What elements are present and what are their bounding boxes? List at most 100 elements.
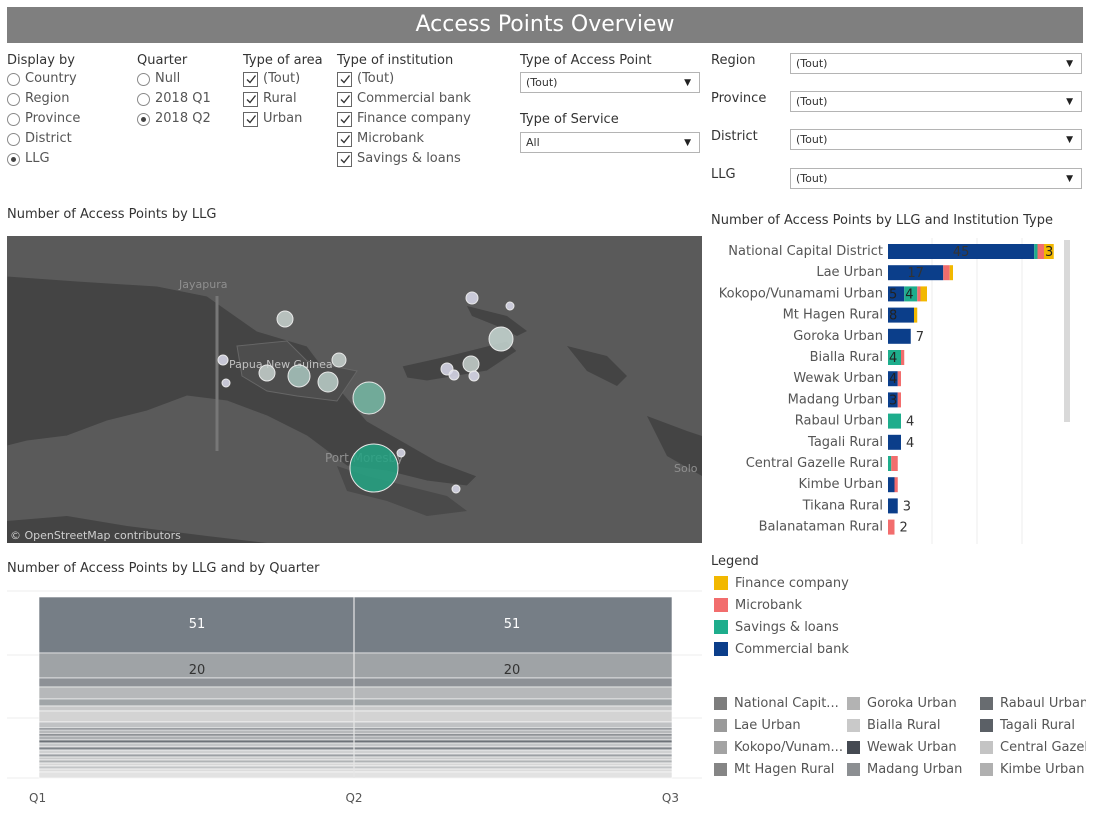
map-bubble[interactable]	[276, 310, 294, 328]
llg-legend-item[interactable]: Rabaul Urban	[980, 692, 1086, 714]
bar-chart-scrollbar[interactable]	[1064, 240, 1070, 422]
type-of-service-dropdown[interactable]: All ▼	[520, 132, 700, 153]
display-by-option-llg[interactable]: LLG	[7, 149, 80, 169]
bar-segment[interactable]	[888, 392, 898, 408]
llg-legend-item[interactable]: Bialla Rural	[847, 714, 980, 736]
area-band[interactable]	[38, 698, 673, 707]
bar-segment[interactable]	[888, 519, 895, 535]
llg-legend-item[interactable]: Mt Hagen Rural	[714, 758, 847, 780]
display-by-option-district[interactable]: District	[7, 129, 80, 149]
institution-option-all[interactable]: (Tout)	[337, 69, 471, 89]
bar-segment[interactable]	[901, 350, 905, 365]
map-bubble[interactable]	[349, 443, 399, 493]
area-option-rural[interactable]: Rural	[243, 89, 323, 109]
display-by-option-province[interactable]: Province	[7, 109, 80, 129]
area-band[interactable]	[38, 652, 673, 679]
area-band[interactable]	[38, 677, 673, 688]
bar-segment[interactable]	[914, 307, 918, 323]
area-band[interactable]	[38, 749, 673, 755]
bar-segment[interactable]	[888, 477, 895, 493]
llg-legend-item[interactable]: Kimbe Urban	[980, 758, 1086, 780]
bar-segment[interactable]	[888, 434, 901, 450]
map-bubble[interactable]	[462, 355, 480, 373]
map-bubble[interactable]	[465, 291, 479, 305]
llg-legend-item[interactable]: National Capit...	[714, 692, 847, 714]
district-dropdown[interactable]: (Tout) ▼	[790, 129, 1082, 150]
quarter-option-null[interactable]: Null	[137, 69, 211, 89]
map-bubble[interactable]	[331, 352, 347, 368]
area-band[interactable]	[38, 742, 673, 748]
bar-segment[interactable]	[888, 456, 892, 471]
bar-segment[interactable]	[897, 392, 901, 408]
bar-segment[interactable]	[917, 286, 921, 302]
area-band[interactable]	[38, 753, 673, 758]
area-option-urban[interactable]: Urban	[243, 109, 323, 129]
region-dropdown[interactable]: (Tout) ▼	[790, 53, 1082, 74]
map-bubble[interactable]	[396, 448, 406, 458]
bar-segment[interactable]	[1044, 244, 1054, 259]
area-band[interactable]	[38, 756, 673, 761]
map-bubble[interactable]	[505, 301, 515, 311]
llg-legend-item[interactable]: Tagali Rural	[980, 714, 1086, 736]
bar-segment[interactable]	[888, 328, 911, 344]
quarter-option-2018-q1[interactable]: 2018 Q1	[137, 89, 211, 109]
llg-legend-item[interactable]: Wewak Urban	[847, 736, 980, 758]
bar-segment[interactable]	[894, 477, 898, 493]
area-band[interactable]	[38, 710, 673, 723]
bar-segment[interactable]	[888, 498, 898, 514]
area-band[interactable]	[38, 686, 673, 700]
bar-segment[interactable]	[888, 286, 905, 302]
area-band[interactable]	[38, 596, 673, 654]
legend-item-microbank[interactable]: Microbank	[714, 594, 849, 616]
llg-legend-item[interactable]: Kokopo/Vunam...	[714, 736, 847, 758]
bar-segment[interactable]	[904, 286, 918, 302]
bar-segment[interactable]	[888, 350, 901, 365]
display-by-option-country[interactable]: Country	[7, 69, 80, 89]
map-bubble[interactable]	[317, 371, 339, 393]
area-band[interactable]	[38, 729, 673, 735]
type-of-access-point-dropdown[interactable]: (Tout) ▼	[520, 72, 700, 93]
legend-item-commercial-bank[interactable]: Commercial bank	[714, 638, 849, 660]
bar-segment[interactable]	[943, 265, 950, 281]
area-band[interactable]	[38, 705, 673, 712]
bar-segment[interactable]	[1037, 244, 1045, 259]
bar-segment[interactable]	[888, 307, 914, 323]
bar-segment[interactable]	[949, 265, 953, 281]
bar-segment[interactable]	[920, 286, 928, 302]
bar-segment[interactable]	[888, 371, 898, 387]
display-by-option-region[interactable]: Region	[7, 89, 80, 109]
quarter-option-2018-q2[interactable]: 2018 Q2	[137, 109, 211, 129]
legend-item-savings-loans[interactable]: Savings & loans	[714, 616, 849, 638]
bar-segment[interactable]	[897, 371, 901, 387]
map-bubble[interactable]	[448, 369, 460, 381]
llg-legend-item[interactable]: Lae Urban	[714, 714, 847, 736]
institution-option-microbank[interactable]: Microbank	[337, 129, 471, 149]
bar-segment[interactable]	[891, 456, 898, 471]
area-band[interactable]	[38, 762, 673, 767]
map-bubble[interactable]	[488, 326, 514, 352]
area-band[interactable]	[38, 739, 673, 744]
map-bubble[interactable]	[287, 364, 311, 388]
llg-legend-item[interactable]: Goroka Urban	[847, 692, 980, 714]
area-option-all[interactable]: (Tout)	[243, 69, 323, 89]
map-bubble[interactable]	[258, 364, 276, 382]
area-band[interactable]	[38, 746, 673, 751]
area-band[interactable]	[38, 771, 673, 779]
area-band[interactable]	[38, 765, 673, 770]
area-band[interactable]	[38, 735, 673, 741]
area-band[interactable]	[38, 721, 673, 729]
institution-option-finance-company[interactable]: Finance company	[337, 109, 471, 129]
map-bubble[interactable]	[352, 381, 386, 415]
area-band[interactable]	[38, 759, 673, 764]
access-points-map[interactable]: Jayapura Papua New Guinea Port Moresby S…	[7, 236, 702, 543]
area-band[interactable]	[38, 768, 673, 773]
province-dropdown[interactable]: (Tout) ▼	[790, 91, 1082, 112]
institution-option-savings-loans[interactable]: Savings & loans	[337, 149, 471, 169]
map-bubble[interactable]	[221, 378, 231, 388]
bar-segment[interactable]	[888, 244, 1035, 259]
map-bubble[interactable]	[451, 484, 461, 494]
llg-dropdown[interactable]: (Tout) ▼	[790, 168, 1082, 189]
map-bubble[interactable]	[217, 354, 229, 366]
map-bubble[interactable]	[468, 370, 480, 382]
bar-segment[interactable]	[1034, 244, 1038, 259]
